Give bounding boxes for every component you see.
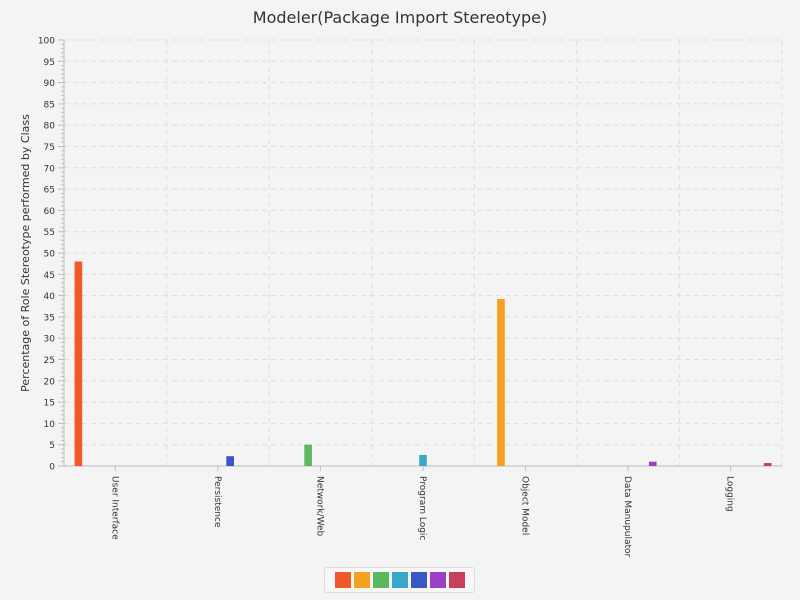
bar	[497, 299, 505, 466]
y-tick-label: 65	[44, 186, 55, 196]
legend-swatch	[448, 572, 465, 588]
grid	[64, 39, 783, 466]
y-tick-label: 20	[44, 377, 56, 387]
y-tick-label: 90	[44, 79, 56, 89]
y-tick-label: 0	[49, 463, 55, 473]
axes: 0 5 10 15 20 25 30 35 40 45 50 55 60 65 70 75 80 85 90 95 10…	[38, 37, 782, 473]
legend-swatch	[429, 572, 446, 588]
y-tick-label: 35	[44, 313, 55, 323]
bar	[419, 454, 427, 466]
x-tick-label: Program Logic	[417, 476, 427, 540]
bar	[648, 461, 657, 466]
y-tick-label: 45	[44, 271, 55, 281]
y-tick-label: 95	[44, 58, 55, 68]
y-tick-label: 50	[44, 250, 56, 260]
legend-swatch	[372, 572, 389, 588]
y-tick-label: 55	[44, 228, 55, 238]
legend	[324, 567, 475, 593]
y-axis-label: Percentage of Role Stereotype performed …	[19, 114, 32, 392]
x-tick-label: User Interface	[109, 476, 119, 540]
legend-swatch	[391, 572, 408, 588]
chart-title: Modeler(Package Import Stereotype)	[253, 8, 547, 27]
x-tick-label: Network/Web	[314, 476, 324, 537]
legend-swatch	[353, 572, 370, 588]
y-tick-label: 5	[49, 441, 55, 451]
y-tick-label: 80	[44, 122, 56, 132]
x-tick-label: Persistence	[212, 476, 222, 528]
x-tick-label: Logging	[725, 476, 735, 512]
y-tick-label: 85	[44, 100, 55, 110]
bar	[304, 444, 312, 466]
y-tick-label: 75	[44, 143, 55, 153]
bars	[74, 261, 772, 466]
y-tick-label: 100	[38, 37, 55, 47]
x-tick-labels: User Interface Persistence Network/Web Prog…	[109, 476, 734, 558]
y-tick-label: 10	[44, 420, 56, 430]
y-tick-label: 25	[44, 356, 55, 366]
legend-swatch	[410, 572, 427, 588]
y-tick-label: 70	[44, 164, 56, 174]
plot-area	[64, 40, 782, 466]
y-tick-label: 60	[44, 207, 56, 217]
y-tick-label: 30	[44, 335, 56, 345]
x-tick-label: Data Manupulator	[622, 476, 632, 558]
y-tick-label: 40	[44, 292, 56, 302]
bar	[226, 456, 234, 466]
bar	[763, 463, 772, 466]
y-tick-label: 15	[44, 399, 55, 409]
legend-swatch	[334, 572, 351, 588]
bar	[74, 261, 83, 466]
x-tick-label: Object Model	[520, 476, 530, 535]
